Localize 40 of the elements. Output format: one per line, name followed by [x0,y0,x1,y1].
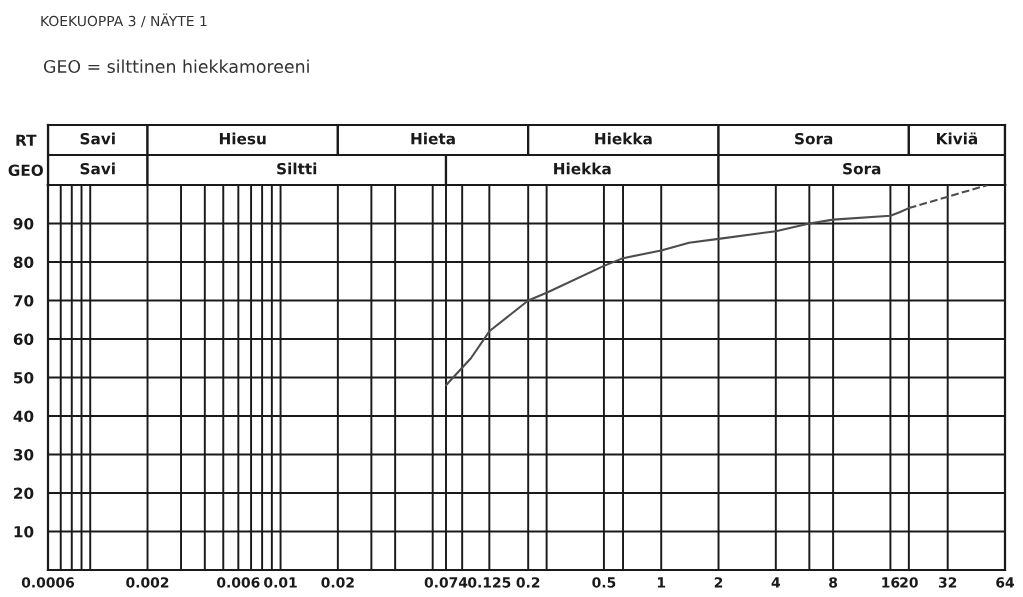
y-tick-label: 70 [13,294,34,307]
y-tick-label: 40 [13,410,34,423]
x-tick-label: 0.074 [424,577,468,588]
data-label: Savi [80,132,115,145]
x-tick-label: 8 [829,577,838,588]
x-tick-label: 0.01 [264,577,297,588]
data-label: Kiviä [937,132,978,145]
chart-subtitle: GEO = silttinen hiekkamoreeni [43,59,309,74]
y-tick-label: 80 [13,256,34,269]
y-tick-label: 90 [13,217,34,230]
y-tick-label: 30 [13,448,34,461]
x-tick-label: 4 [771,577,781,588]
data-label: Hiekka [595,132,652,145]
x-tick-label: 0.125 [468,577,511,588]
data-label: Sora [795,132,833,145]
x-tick-label: 0.5 [592,577,616,588]
data-label: Savi [80,162,115,175]
data-label: Hieta [411,132,455,145]
x-tick-label: 64 [996,577,1015,588]
x-tick-label: 1 [657,577,666,588]
y-tick-label: 10 [14,525,34,538]
x-tick-label: 0.2 [516,577,540,588]
data-label: Siltti [277,162,317,175]
x-tick-label: 0.006 [217,577,260,588]
x-tick-label: 16 [882,577,900,588]
data-label: Hiesu [219,132,266,145]
x-tick-label: 20 [900,577,918,588]
x-tick-label: 0.002 [126,577,169,588]
data-label: Hiekka [554,162,611,175]
y-tick-label: 20 [14,487,34,500]
y-tick-label: 60 [13,333,34,346]
x-tick-label: 32 [938,577,957,588]
x-tick-label: 0.02 [321,577,354,588]
y-tick-label: GEO [8,164,43,177]
y-tick-label: 50 [14,371,34,384]
x-tick-label: 2 [714,577,723,588]
data-label: Sora [843,162,881,175]
y-tick-label: RT [16,134,37,146]
x-tick-label: 0.0006 [21,577,75,588]
chart-title: KOEKUOPPA 3 / NÄYTE 1 [41,13,207,28]
